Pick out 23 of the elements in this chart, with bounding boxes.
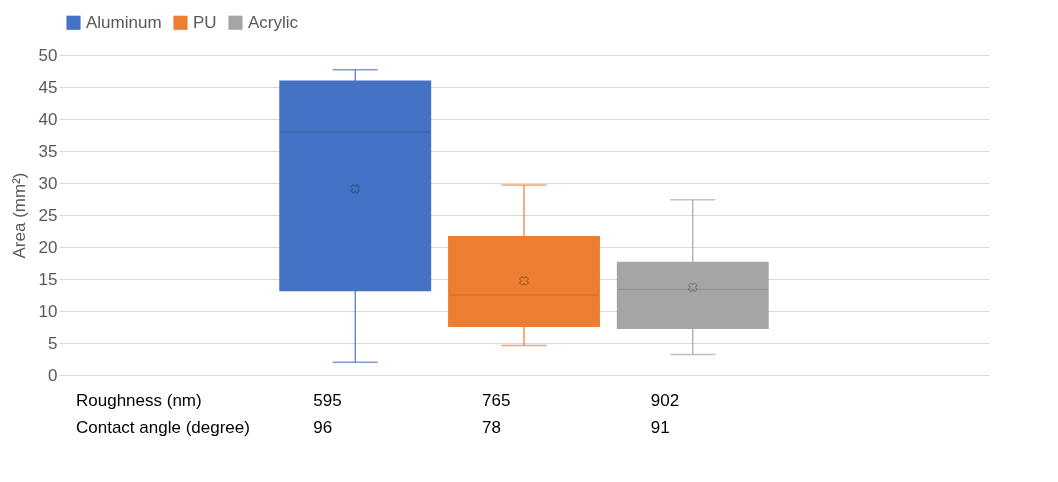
y-tick-label: 40 bbox=[38, 109, 58, 129]
y-tick-label: 10 bbox=[38, 301, 58, 321]
y-tick-label: 0 bbox=[48, 365, 58, 385]
text: 595 bbox=[313, 391, 342, 410]
y-tick-label: 50 bbox=[38, 45, 58, 65]
y-tick-label: 20 bbox=[38, 237, 58, 257]
legend-label: Acrylic bbox=[248, 12, 299, 32]
text: 902 bbox=[650, 391, 680, 410]
text: 96 bbox=[313, 418, 333, 437]
y-tick-label: 30 bbox=[38, 173, 58, 193]
legend-label: Aluminum bbox=[86, 12, 162, 32]
y-tick-label: 35 bbox=[38, 141, 58, 161]
y-tick-label: 45 bbox=[38, 77, 58, 97]
legend-label: PU bbox=[193, 12, 217, 32]
y-tick-label: 15 bbox=[38, 269, 58, 289]
text: Contact angle (degree) bbox=[76, 418, 250, 437]
text: 78 bbox=[482, 418, 501, 437]
text: 91 bbox=[650, 418, 670, 437]
text: Roughness (nm) bbox=[76, 391, 202, 410]
text: 765 bbox=[482, 391, 511, 410]
y-tick-label: 5 bbox=[48, 333, 58, 353]
y-axis-title: Area (mm²) bbox=[9, 172, 29, 259]
y-tick-label: 25 bbox=[38, 205, 58, 225]
